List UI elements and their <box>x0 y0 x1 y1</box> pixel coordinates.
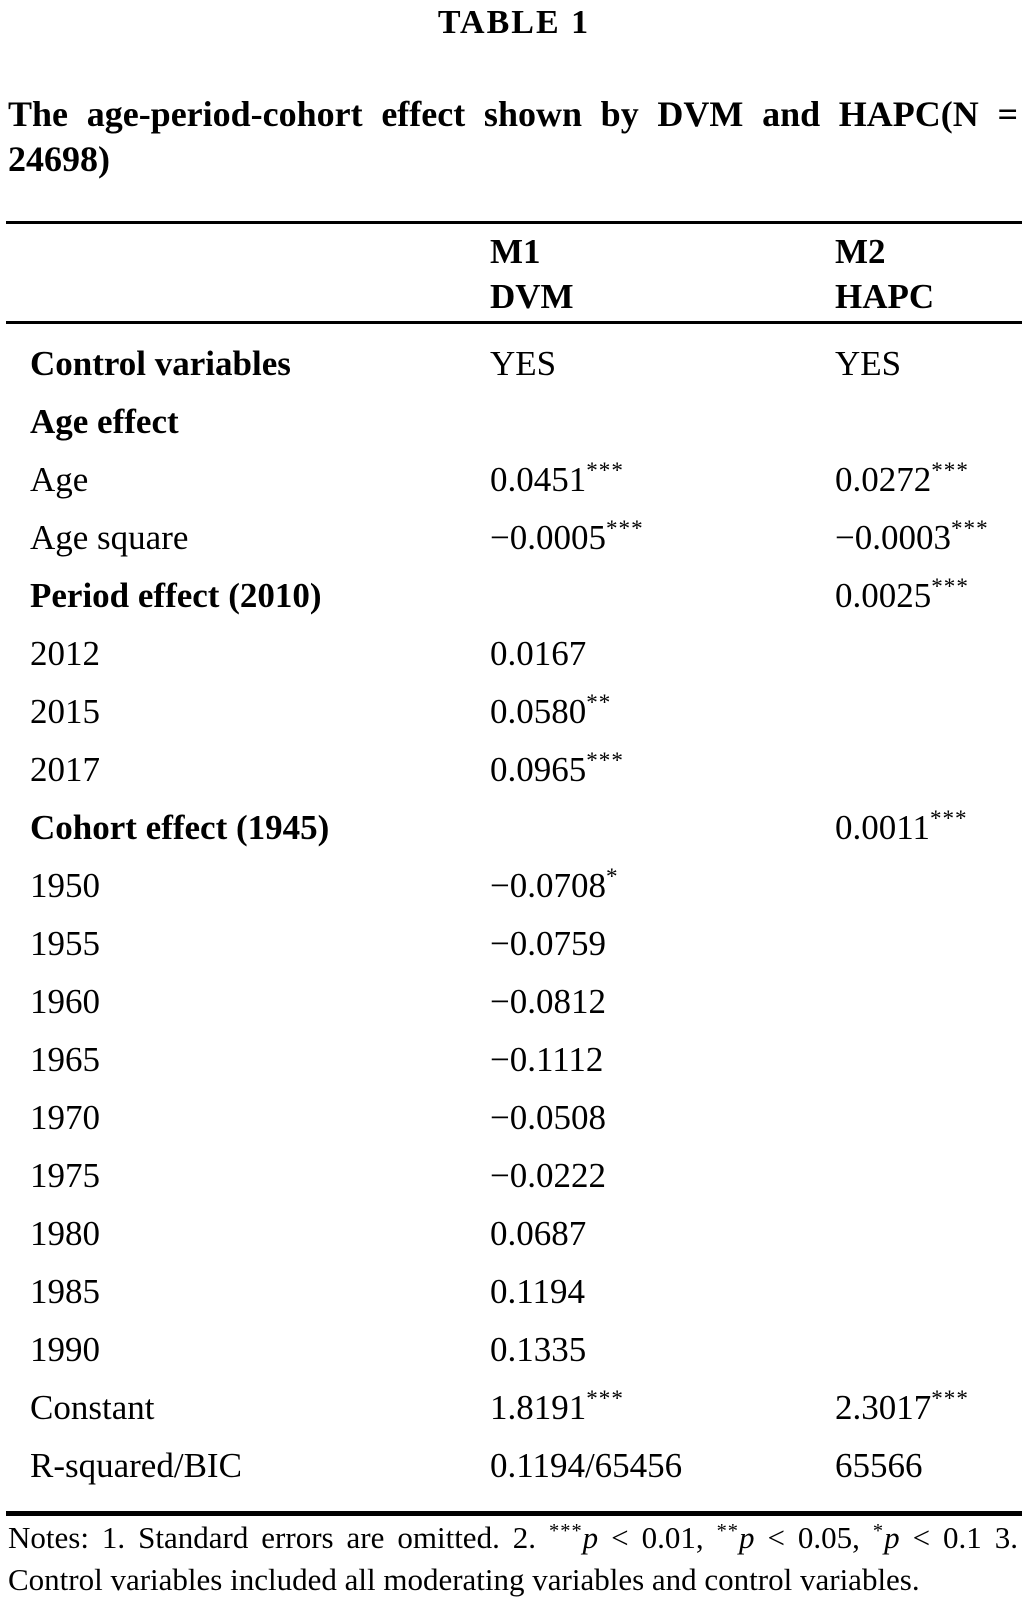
m1-value: 0.0687 <box>490 1214 587 1253</box>
table-row: 2015 0.0580** <box>6 683 1022 741</box>
m1-value: −0.0812 <box>490 982 606 1021</box>
m2-value: 65566 <box>835 1446 923 1485</box>
column-header-m2-method: HAPC <box>835 277 935 316</box>
m1-value: −0.1112 <box>490 1040 604 1079</box>
row-label: 1975 <box>30 1156 100 1195</box>
row-label: Age square <box>30 518 189 557</box>
row-label: 1985 <box>30 1272 100 1311</box>
header-spacer-cell <box>6 229 490 321</box>
row-label: Age <box>30 460 89 499</box>
row-label: 2017 <box>30 750 100 789</box>
m1-value: −0.0005*** <box>490 515 644 557</box>
table-row: 2012 0.0167 <box>6 625 1022 683</box>
table-header-row: M1 DVM M2 HAPC <box>6 224 1022 321</box>
m1-value: 0.0580** <box>490 689 612 731</box>
results-table: M1 DVM M2 HAPC Control variables YES YES… <box>6 221 1022 1516</box>
table-row: 1980 0.0687 <box>6 1205 1022 1263</box>
row-label: 1990 <box>30 1330 100 1369</box>
row-label: 1950 <box>30 866 100 905</box>
m2-value: 0.0272*** <box>835 457 969 499</box>
table-row: R-squared/BIC 0.1194/65456 65566 <box>6 1437 1022 1495</box>
table-row: Period effect (2010) 0.0025*** <box>6 567 1022 625</box>
table-row: 1970 −0.0508 <box>6 1089 1022 1147</box>
row-label: Control variables <box>30 344 291 383</box>
m1-value: 0.0965*** <box>490 747 624 789</box>
m1-value: 0.1335 <box>490 1330 587 1369</box>
table-caption-line2: 24698) <box>8 139 110 179</box>
table-top-rule <box>6 221 1022 224</box>
m2-value: YES <box>835 344 902 383</box>
row-label: 2012 <box>30 634 100 673</box>
m1-value: YES <box>490 344 557 383</box>
table-notes: Notes: 1. Standard errors are omitted. 2… <box>8 1519 1018 1597</box>
table-row: Constant 1.8191*** 2.3017*** <box>6 1379 1022 1437</box>
m1-value: 0.0451*** <box>490 457 624 499</box>
m2-value: 0.0025*** <box>835 573 969 615</box>
table-row: 1985 0.1194 <box>6 1263 1022 1321</box>
column-header-m2: M2 HAPC <box>835 229 1022 321</box>
m1-value: 0.1194 <box>490 1272 585 1311</box>
table-row: Control variables YES YES <box>6 335 1022 393</box>
table-body: Control variables YES YES Age effect Age… <box>6 324 1022 1511</box>
row-label: R-squared/BIC <box>30 1446 242 1485</box>
m1-value: −0.0708* <box>490 863 619 905</box>
m1-value: −0.0222 <box>490 1156 606 1195</box>
row-label: Age effect <box>30 402 179 441</box>
table-caption-line1: The age-period-cohort effect shown by DV… <box>8 94 1018 134</box>
table-caption: The age-period-cohort effect shown by DV… <box>8 92 1018 182</box>
column-header-m2-model: M2 <box>835 232 886 271</box>
table-bottom-rule <box>6 1511 1022 1516</box>
table-row: Age 0.0451*** 0.0272*** <box>6 451 1022 509</box>
column-header-m1-model: M1 <box>490 232 541 271</box>
m1-value: −0.0508 <box>490 1098 606 1137</box>
table-row: 2017 0.0965*** <box>6 741 1022 799</box>
row-label: 1960 <box>30 982 100 1021</box>
table-row: 1960 −0.0812 <box>6 973 1022 1031</box>
table-row: Age square −0.0005*** −0.0003*** <box>6 509 1022 567</box>
m1-value: −0.0759 <box>490 924 606 963</box>
table-row: Cohort effect (1945) 0.0011*** <box>6 799 1022 857</box>
table-row: Age effect <box>6 393 1022 451</box>
row-label: 1955 <box>30 924 100 963</box>
m2-value: −0.0003*** <box>835 515 989 557</box>
column-header-m1-method: DVM <box>490 277 574 316</box>
row-label: Period effect (2010) <box>30 576 322 615</box>
row-label: Cohort effect (1945) <box>30 808 330 847</box>
m1-value: 0.1194/65456 <box>490 1446 683 1485</box>
row-label: Constant <box>30 1388 155 1427</box>
row-label: 2015 <box>30 692 100 731</box>
table-row: 1990 0.1335 <box>6 1321 1022 1379</box>
m2-value: 2.3017*** <box>835 1385 969 1427</box>
table-header-rule <box>6 321 1022 324</box>
row-label: 1965 <box>30 1040 100 1079</box>
table-row: 1975 −0.0222 <box>6 1147 1022 1205</box>
table-number-heading: TABLE 1 <box>437 4 591 41</box>
table-row: 1955 −0.0759 <box>6 915 1022 973</box>
column-header-m1: M1 DVM <box>490 229 835 321</box>
m1-value: 0.0167 <box>490 634 587 673</box>
table-row: 1950 −0.0708* <box>6 857 1022 915</box>
row-label: 1970 <box>30 1098 100 1137</box>
m1-value: 1.8191*** <box>490 1385 624 1427</box>
m2-value: 0.0011*** <box>835 805 968 847</box>
row-label: 1980 <box>30 1214 100 1253</box>
table-row: 1965 −0.1112 <box>6 1031 1022 1089</box>
